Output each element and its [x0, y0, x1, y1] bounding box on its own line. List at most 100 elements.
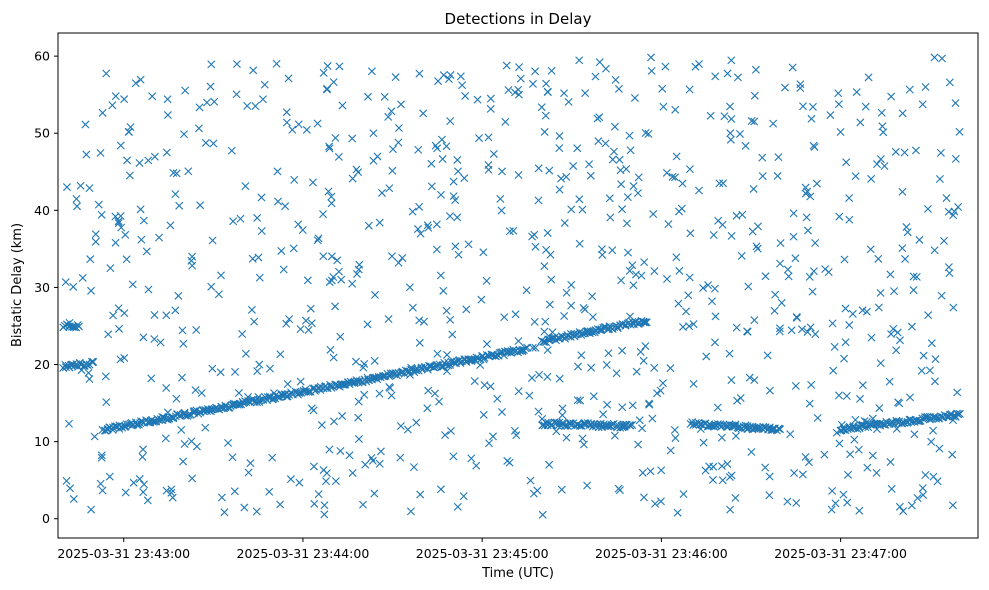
data-point-1332	[548, 328, 557, 337]
data-point-1365	[359, 363, 368, 372]
data-point-418	[716, 420, 725, 429]
data-point-1126	[414, 145, 423, 154]
data-point-1081	[272, 59, 281, 68]
data-point-904	[843, 498, 852, 507]
data-point-753	[282, 319, 291, 328]
data-point-1118	[369, 129, 378, 138]
data-point-64	[184, 411, 193, 420]
data-point-1035	[810, 142, 819, 151]
data-point-1204	[776, 239, 785, 248]
data-point-666	[364, 221, 373, 230]
data-point-1084	[139, 216, 148, 225]
data-point-937	[438, 155, 447, 164]
data-point-707	[167, 488, 176, 497]
data-point-816	[522, 286, 531, 295]
data-point-1437	[162, 486, 171, 495]
data-point-920	[81, 120, 90, 129]
data-point-776	[717, 462, 726, 471]
data-point-123	[263, 393, 272, 402]
data-point-692	[460, 174, 469, 183]
data-point-1176	[564, 97, 573, 106]
data-point-1397	[555, 144, 564, 153]
data-point-1181	[872, 425, 881, 434]
data-point-1460	[578, 205, 587, 214]
data-point-981	[163, 95, 172, 104]
data-point-1219	[827, 505, 836, 514]
data-point-705	[416, 229, 425, 238]
data-point-1442	[505, 458, 514, 467]
data-point-1343	[228, 453, 237, 462]
data-point-1239	[670, 426, 679, 435]
data-point-1450	[195, 103, 204, 112]
data-point-1351	[803, 226, 812, 235]
data-point-1479	[786, 430, 795, 439]
data-point-1253	[453, 213, 462, 222]
data-point-956	[355, 260, 364, 269]
data-point-1331	[437, 190, 445, 199]
data-point-468	[841, 426, 850, 435]
data-point-1461	[111, 238, 120, 247]
data-point-315	[521, 344, 530, 353]
data-point-1433	[509, 226, 518, 235]
data-point-1272	[545, 166, 554, 175]
data-point-1373	[87, 286, 96, 295]
data-point-1380	[209, 139, 218, 148]
data-point-1357	[121, 488, 130, 497]
data-point-770	[765, 491, 774, 500]
data-point-1139	[671, 173, 680, 182]
data-point-1458	[679, 322, 687, 331]
data-point-732	[394, 258, 403, 267]
data-point-38	[149, 417, 158, 426]
data-point-1452	[321, 477, 330, 486]
x-tick-label-1: 2025-03-31 23:44:00	[237, 546, 370, 561]
data-point-250	[433, 361, 442, 370]
data-point-1312	[101, 372, 110, 381]
data-point-1311	[555, 185, 564, 194]
data-point-1455	[876, 359, 885, 368]
data-point-1221	[108, 101, 117, 110]
data-point-947	[909, 272, 918, 281]
data-point-880	[811, 239, 820, 247]
data-point-721	[696, 424, 705, 433]
data-point-1067	[710, 338, 719, 347]
data-point-1105	[709, 230, 718, 239]
data-point-1543	[514, 337, 523, 346]
data-point-1449	[163, 111, 172, 120]
data-point-718	[276, 350, 285, 359]
data-point-977	[66, 484, 75, 493]
data-point-755	[319, 68, 328, 77]
data-point-1388	[851, 415, 860, 424]
data-point-907	[807, 380, 816, 389]
data-point-1115	[181, 86, 190, 95]
data-point-968	[177, 425, 186, 434]
data-point-891	[139, 333, 148, 342]
data-point-1043	[589, 392, 598, 401]
data-point-1513	[809, 267, 818, 276]
data-point-825	[444, 75, 453, 84]
data-point-1340	[171, 190, 180, 199]
data-point-800	[834, 89, 843, 98]
data-point-909	[243, 101, 252, 110]
data-point-1030	[268, 453, 277, 462]
data-point-1347	[567, 280, 576, 289]
data-point-1024	[415, 338, 424, 347]
data-point-1247	[541, 317, 550, 326]
data-point-877	[835, 439, 844, 448]
data-point-1032	[192, 326, 201, 335]
data-point-1325	[774, 153, 783, 162]
data-point-1391	[862, 307, 871, 316]
data-point-1329	[829, 366, 838, 375]
data-point-1291	[588, 313, 597, 322]
data-point-1328	[585, 160, 594, 169]
data-point-1170	[416, 490, 425, 499]
data-point-1290	[610, 431, 619, 440]
data-point-954	[260, 80, 269, 89]
data-point-846	[73, 202, 82, 211]
data-point-1062	[479, 410, 488, 419]
data-point-740	[407, 363, 416, 372]
data-point-1413	[695, 59, 704, 68]
data-point-686	[580, 418, 589, 427]
data-point-1141	[858, 306, 867, 315]
data-point-1018	[622, 219, 631, 228]
data-point-1445	[651, 499, 660, 508]
